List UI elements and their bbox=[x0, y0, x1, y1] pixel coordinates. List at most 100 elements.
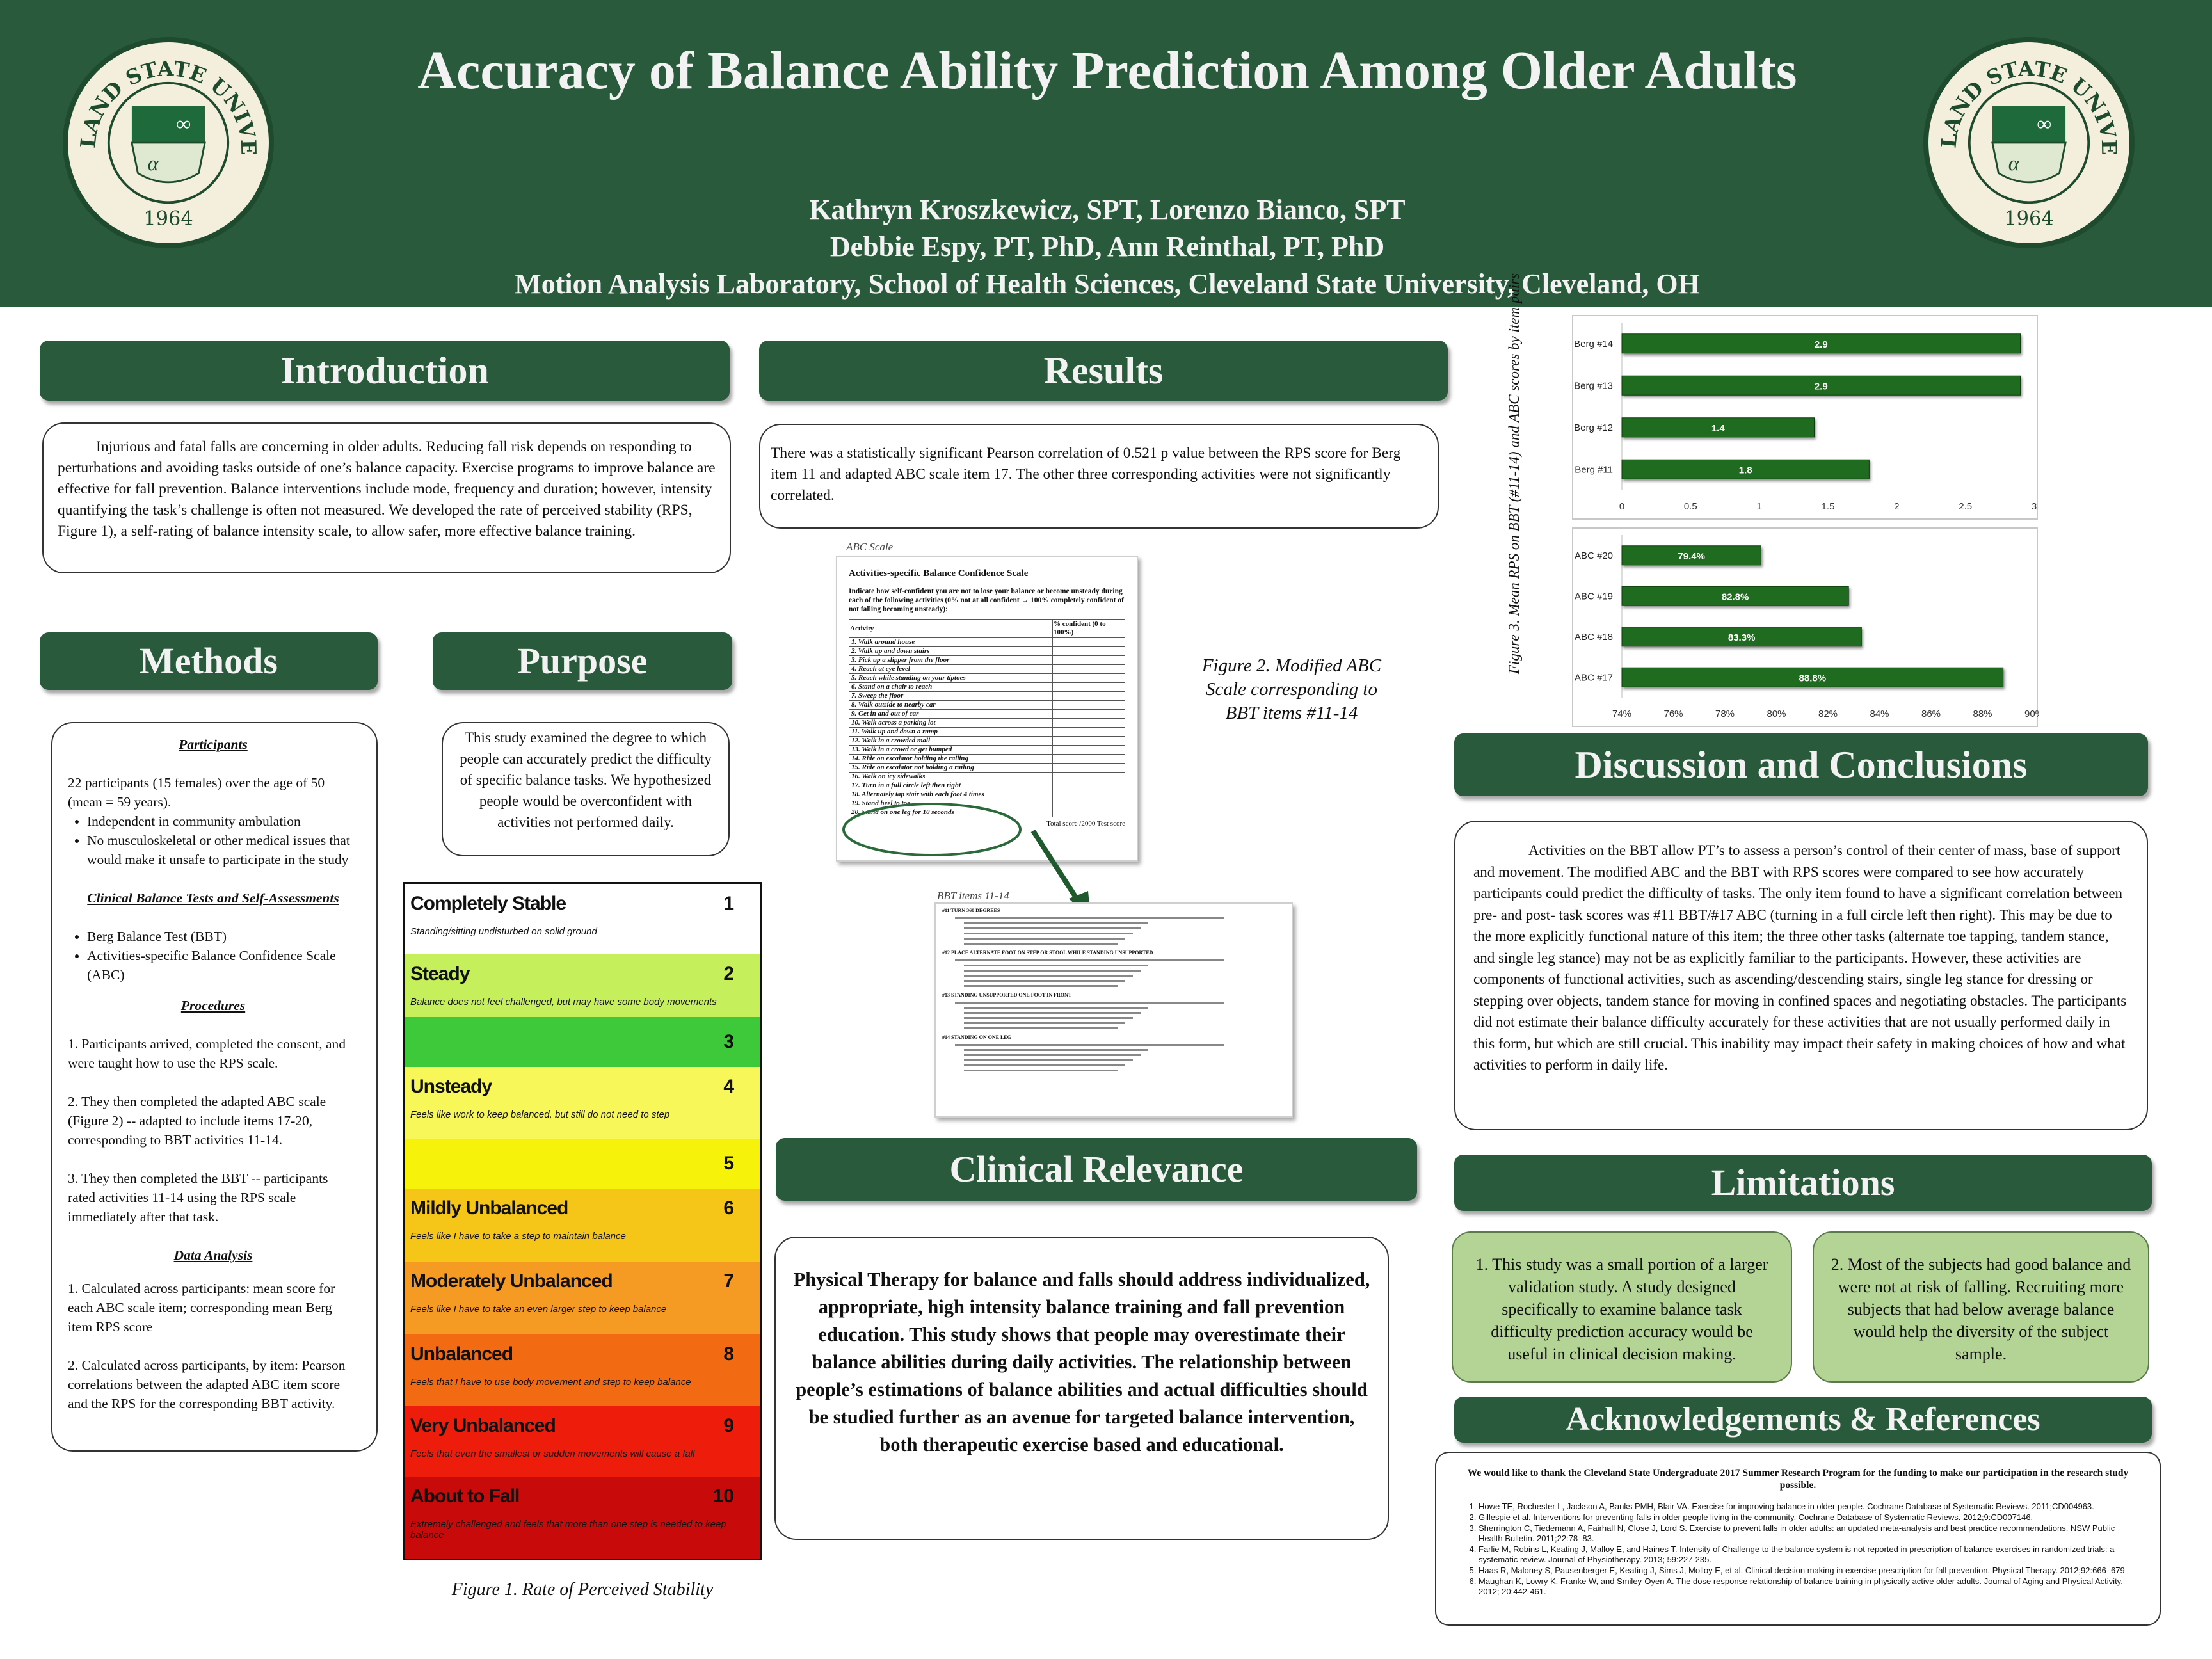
tests-bullet: Berg Balance Test (BBT) bbox=[87, 927, 358, 946]
limitation-card-2: 2. Most of the subjects had good balance… bbox=[1813, 1231, 2149, 1382]
chart-bar bbox=[1621, 667, 2004, 687]
abc-doc-intro: Indicate how self-confident you are not … bbox=[849, 588, 1124, 613]
chart-category-label: ABC #18 bbox=[1575, 632, 1613, 643]
chart-bar bbox=[1621, 417, 1815, 438]
bbt-text-line bbox=[955, 959, 1224, 961]
figure2-caption: Figure 2. Modified ABC Scale correspondi… bbox=[1201, 655, 1382, 723]
rps-level-name: Steady bbox=[410, 963, 470, 984]
tests-heading: Clinical Balance Tests and Self-Assessme… bbox=[87, 890, 339, 906]
rps-row: Mildly Unbalanced 6 Feels like I have to t… bbox=[405, 1189, 760, 1263]
bbt-text-line bbox=[964, 980, 1125, 982]
rps-level-number: 8 bbox=[723, 1343, 734, 1365]
rps-row: Unbalanced 8 Feels that I have to use body… bbox=[405, 1334, 760, 1408]
rps-level-name: Unbalanced bbox=[410, 1343, 513, 1365]
chart-bar bbox=[1621, 627, 1862, 647]
rps-level-number: 6 bbox=[723, 1198, 734, 1219]
rps-level-description: Balance does not feel challenged, but ma… bbox=[410, 997, 717, 1007]
chart-category-label: Berg #14 bbox=[1574, 339, 1613, 349]
rps-scale-table: Completely Stable 1 Standing/sitting undis… bbox=[403, 882, 762, 1560]
svg-text:∞: ∞ bbox=[2037, 112, 2051, 135]
participants-bullet: No musculoskeletal or other medical issu… bbox=[87, 831, 358, 869]
chart-data-label: 2.9 bbox=[1815, 339, 1828, 350]
abc-item-text: 8. Walk outside to nearby car bbox=[849, 700, 1053, 710]
rps-level-number: 9 bbox=[723, 1415, 734, 1436]
rps-row: About to Fall 10 Extremely challenged and … bbox=[405, 1477, 760, 1559]
tests-bullet: Activities-specific Balance Confidence S… bbox=[87, 946, 358, 984]
svg-text:α: α bbox=[2008, 152, 2020, 175]
bbt-item: #12 PLACE ALTERNATE FOOT ON STEP OR STOO… bbox=[942, 950, 1285, 987]
analysis-step: 1. Calculated across participants: mean … bbox=[68, 1281, 335, 1334]
chart-tick-label: 2 bbox=[1894, 501, 1899, 512]
bbt-item: #14 STANDING ON ONE LEG bbox=[942, 1034, 1285, 1071]
abc-item-text: 9. Get in and out of car bbox=[849, 709, 1053, 719]
rps-level-description: Feels like work to keep balanced, but st… bbox=[410, 1109, 670, 1120]
procedures-heading: Procedures bbox=[180, 998, 246, 1013]
chart-data-label: 83.3% bbox=[1728, 632, 1756, 643]
svg-text:α: α bbox=[148, 152, 159, 175]
chart-data-label: 1.4 bbox=[1711, 423, 1726, 434]
reference-item: Haas R, Maloney S, Pausenberger E, Keati… bbox=[1479, 1566, 2140, 1576]
procedure-step: 2. They then completed the adapted ABC s… bbox=[68, 1094, 326, 1148]
limitations-heading: Limitations bbox=[1454, 1155, 2152, 1211]
chart-tick-label: 2.5 bbox=[1959, 501, 1972, 512]
chart-category-label: Berg #13 bbox=[1574, 380, 1613, 391]
chart-tick-label: 88% bbox=[1973, 709, 1992, 719]
abc-doc-title: Activities-specific Balance Confidence S… bbox=[849, 568, 1029, 579]
results-heading: Results bbox=[759, 341, 1448, 401]
rps-level-name: Mildly Unbalanced bbox=[410, 1198, 568, 1219]
abc-item-row: 14. Ride on escalator holding the railin… bbox=[849, 754, 1125, 764]
chart-tick-label: 86% bbox=[1921, 709, 1941, 719]
clinical-box: Physical Therapy for balance and falls s… bbox=[774, 1237, 1389, 1540]
rps-level-description: Feels that I have to use body movement a… bbox=[410, 1377, 691, 1388]
chart-tick-label: 1.5 bbox=[1822, 501, 1835, 512]
chart-tick-label: 76% bbox=[1663, 709, 1683, 719]
reference-list: Howe TE, Rochester L, Jackson A, Banks P… bbox=[1455, 1502, 2140, 1597]
abc-item-row: 9. Get in and out of car bbox=[849, 709, 1125, 719]
limitation-text-2: 2. Most of the subjects had good balance… bbox=[1831, 1255, 2131, 1363]
authors-line-1: Kathryn Kroszkewicz, SPT, Lorenzo Bianco… bbox=[809, 194, 1406, 225]
abc-scale-label: ABC Scale bbox=[846, 541, 894, 553]
rps-row: Unsteady 4 Feels like work to keep balance… bbox=[405, 1067, 760, 1141]
abc-item-row: 16. Walk on icy sidewalks bbox=[849, 772, 1125, 781]
abc-item-text: 1. Walk around house bbox=[849, 637, 1053, 647]
rps-level-name: About to Fall bbox=[410, 1486, 520, 1507]
limitation-text-1: 1. This study was a small portion of a l… bbox=[1475, 1255, 1768, 1363]
methods-box: Participants 22 participants (15 females… bbox=[51, 722, 378, 1452]
abc-col-confidence: % confident (0 to 100%) bbox=[1052, 619, 1125, 638]
abc-item-row: 8. Walk outside to nearby car bbox=[849, 700, 1125, 710]
clinical-text: Physical Therapy for balance and falls s… bbox=[793, 1269, 1370, 1455]
participants-bullet: Independent in community ambulation bbox=[87, 812, 358, 831]
bbt-item: #11 TURN 360 DEGREES bbox=[942, 908, 1285, 945]
results-text: There was a statistically significant Pe… bbox=[771, 445, 1401, 504]
bbt-item: #13 STANDING UNSUPPORTED ONE FOOT IN FRO… bbox=[942, 992, 1285, 1029]
abc-item-text: 6. Stand on a chair to reach bbox=[849, 682, 1053, 692]
berg-rps-chart: Berg #14 2.9 Berg #13 2.9 Berg #12 1.4 Berg #1… bbox=[1572, 315, 2038, 520]
rps-level-name: Unsteady bbox=[410, 1076, 492, 1097]
chart-data-label: 88.8% bbox=[1799, 673, 1827, 684]
bbt-items-document: #11 TURN 360 DEGREES #12 PLACE ALTERNATE … bbox=[934, 902, 1293, 1118]
bbt-text-line bbox=[964, 1027, 1118, 1029]
rps-level-number: 3 bbox=[723, 1031, 734, 1052]
abc-confidence-chart: ABC #20 79.4% ABC #19 82.8% ABC #18 83.3% ABC … bbox=[1572, 527, 2044, 727]
bbt-text-line bbox=[964, 1007, 1148, 1009]
bbt-items-label: BBT items 11-14 bbox=[937, 890, 1009, 902]
participants-text: 22 participants (15 females) over the ag… bbox=[68, 775, 325, 810]
bbt-text-line bbox=[964, 1049, 1148, 1051]
abc-item-text: 16. Walk on icy sidewalks bbox=[849, 772, 1053, 781]
limitation-card-1: 1. This study was a small portion of a l… bbox=[1452, 1231, 1792, 1382]
bbt-text-line bbox=[964, 975, 1133, 977]
bbt-text-line bbox=[964, 1017, 1133, 1019]
abc-item-row: 3. Pick up a slipper from the floor bbox=[849, 655, 1125, 665]
reference-item: Howe TE, Rochester L, Jackson A, Banks P… bbox=[1479, 1502, 2140, 1512]
rps-level-number: 10 bbox=[712, 1486, 734, 1507]
abc-doc-footer: Total score /2000 Test score bbox=[1046, 820, 1125, 828]
abc-col-activity: Activity bbox=[849, 619, 1053, 638]
rps-level-description: Feels that even the smallest or sudden m… bbox=[410, 1448, 695, 1459]
bbt-text-line bbox=[964, 965, 1148, 966]
ack-heading: Acknowledgements & References bbox=[1454, 1397, 2152, 1443]
rps-row: Completely Stable 1 Standing/sitting undis… bbox=[405, 884, 760, 956]
bbt-text-line bbox=[964, 985, 1118, 987]
chart-tick-label: 3 bbox=[2032, 501, 2037, 512]
rps-level-name: Very Unbalanced bbox=[410, 1415, 556, 1436]
figure3-caption: Figure 3. Mean RPS on BBT (#11-14) and A… bbox=[1506, 273, 1522, 675]
